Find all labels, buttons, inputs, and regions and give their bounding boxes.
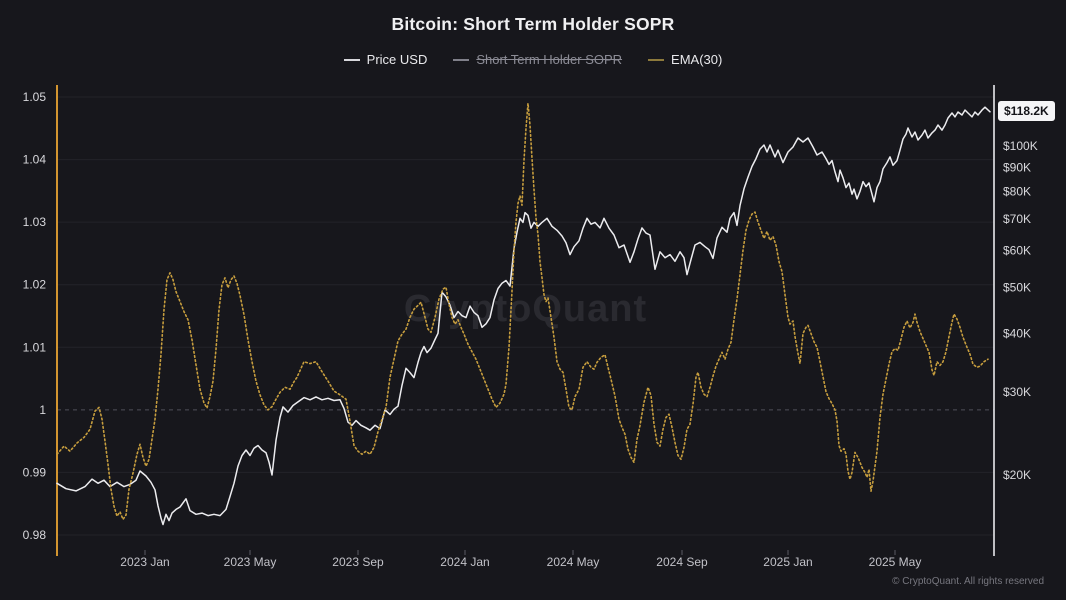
svg-text:$80K: $80K <box>1003 185 1031 199</box>
current-price-badge: $118.2K <box>998 101 1055 121</box>
svg-text:$30K: $30K <box>1003 385 1031 399</box>
svg-text:$20K: $20K <box>1003 468 1031 482</box>
svg-text:0.99: 0.99 <box>23 465 47 479</box>
svg-text:2023 Sep: 2023 Sep <box>332 555 384 569</box>
copyright-notice: © CryptoQuant. All rights reserved <box>892 576 1044 587</box>
svg-text:$60K: $60K <box>1003 243 1031 257</box>
svg-text:1.02: 1.02 <box>23 278 47 292</box>
ema30-legend-label: EMA(30) <box>671 52 723 67</box>
svg-text:2023 Jan: 2023 Jan <box>120 555 169 569</box>
svg-text:2024 May: 2024 May <box>547 555 600 569</box>
svg-text:1: 1 <box>39 403 46 417</box>
svg-text:1.01: 1.01 <box>23 340 47 354</box>
svg-text:0.98: 0.98 <box>23 528 47 542</box>
svg-text:2023 May: 2023 May <box>224 555 277 569</box>
svg-text:2025 May: 2025 May <box>869 555 922 569</box>
sopr-legend-label: Short Term Holder SOPR <box>476 52 623 67</box>
svg-text:1.05: 1.05 <box>23 90 47 104</box>
svg-text:$90K: $90K <box>1003 161 1031 175</box>
page-title: Bitcoin: Short Term Holder SOPR <box>391 14 675 34</box>
svg-text:2024 Jan: 2024 Jan <box>440 555 489 569</box>
svg-text:$50K: $50K <box>1003 281 1031 295</box>
legend-item-ema30[interactable]: EMA(30) <box>648 52 722 67</box>
legend-item-short-term-holder-sopr[interactable]: Short Term Holder SOPR <box>453 52 622 67</box>
svg-text:2024 Sep: 2024 Sep <box>656 555 708 569</box>
price-usd-legend-dash-icon <box>343 58 360 61</box>
sopr-legend-dash-icon <box>453 58 470 61</box>
svg-text:1.03: 1.03 <box>23 215 47 229</box>
ema30-legend-dash-icon <box>648 58 665 61</box>
svg-text:2025 Jan: 2025 Jan <box>763 555 812 569</box>
svg-text:1.04: 1.04 <box>23 153 47 167</box>
legend: Price USD Short Term Holder SOPR EMA(30) <box>0 52 1066 67</box>
svg-text:$40K: $40K <box>1003 326 1031 340</box>
svg-text:$100K: $100K <box>1003 139 1038 153</box>
legend-item-price-usd[interactable]: Price USD <box>343 52 428 67</box>
svg-text:$70K: $70K <box>1003 212 1031 226</box>
price-usd-legend-label: Price USD <box>366 52 428 67</box>
